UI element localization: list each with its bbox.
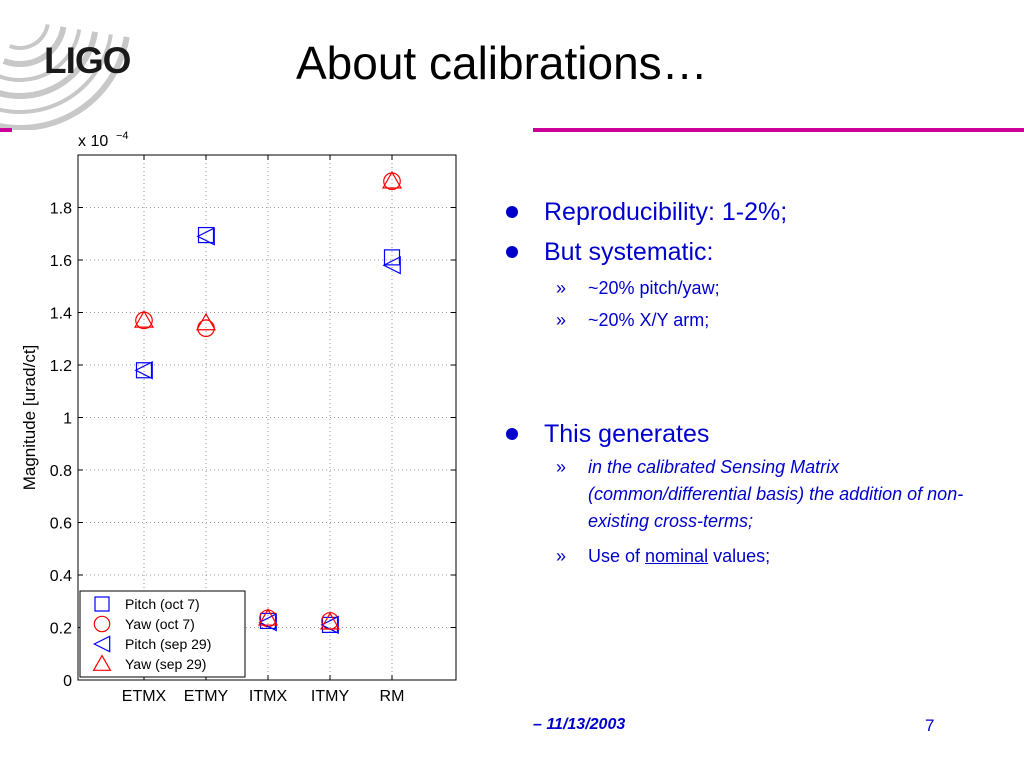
y-tick-label: 0.2 bbox=[50, 621, 72, 638]
y-tick-label: 0 bbox=[63, 673, 72, 690]
x-tick-label: ETMY bbox=[184, 688, 229, 705]
sub-bullet-text-prefix: Use of bbox=[588, 546, 646, 566]
y-tick-label: 1.2 bbox=[50, 358, 72, 375]
data-point bbox=[381, 171, 403, 189]
data-point bbox=[319, 612, 341, 630]
data-point bbox=[197, 319, 215, 338]
sub-bullet-item: » in the calibrated Sensing Matrix (comm… bbox=[556, 454, 968, 535]
title-rule-left bbox=[0, 128, 12, 132]
sub-bullet-text-suffix: values; bbox=[708, 546, 771, 566]
sub-bullet-text: Use of nominal values; bbox=[588, 543, 968, 570]
sub-bullet-item: » Use of nominal values; bbox=[556, 543, 968, 570]
calibration-chart: 0 0.2 0.4 0.6 0.8 1 1.2 1.4 1.6 1.8 ETMX ETMY ITMX IT… bbox=[20, 130, 457, 705]
title-rule-right bbox=[533, 128, 1024, 132]
ligo-logo: LIGO bbox=[44, 40, 131, 81]
bullet-text: Reproducibility: 1-2%; bbox=[544, 198, 788, 226]
legend-label: Yaw (oct 7) bbox=[125, 616, 195, 632]
sub-bullet-text: in the calibrated Sensing Matrix (common… bbox=[588, 457, 964, 531]
sub-bullet-text: ~20% X/Y arm; bbox=[588, 310, 710, 330]
legend-marker bbox=[93, 615, 111, 633]
bullet-text: But systematic: bbox=[544, 238, 714, 266]
sub-bullet-marker: » bbox=[556, 546, 567, 566]
data-point bbox=[257, 608, 279, 626]
y-tick-label: 1.6 bbox=[50, 253, 72, 270]
logo-arc bbox=[0, 34, 113, 114]
logo-arc bbox=[0, 36, 130, 130]
data-point bbox=[195, 312, 217, 331]
sub-bullet-item: » ~20% pitch/yaw; bbox=[556, 275, 968, 302]
data-point bbox=[196, 227, 215, 246]
logo-arcs-icon bbox=[0, 23, 130, 130]
sub-bullet-text: ~20% pitch/yaw; bbox=[588, 278, 720, 298]
nominal-underlined: nominal bbox=[645, 546, 709, 566]
x-tick-label: ETMX bbox=[122, 688, 167, 705]
bullet-dot-icon bbox=[506, 206, 518, 218]
bullet-dot-icon bbox=[506, 428, 518, 440]
bullet-item: But systematic: bbox=[506, 238, 714, 266]
legend-box bbox=[79, 590, 246, 678]
page-number: 7 bbox=[925, 716, 935, 735]
data-point bbox=[197, 226, 215, 244]
x-tick-label: ITMX bbox=[249, 688, 288, 705]
logo-arc bbox=[8, 23, 50, 50]
y-tick-label: 1 bbox=[63, 411, 72, 428]
bullet-dot-icon bbox=[506, 246, 518, 258]
y-tick-label: 0.6 bbox=[50, 516, 72, 533]
legend-label: Pitch (oct 7) bbox=[125, 596, 200, 612]
axis-scale-label: x 10 bbox=[78, 133, 108, 150]
y-tick-label: 1.4 bbox=[50, 306, 72, 323]
axis-scale-exponent: −4 bbox=[116, 130, 129, 142]
sub-bullet-marker: » bbox=[556, 457, 567, 477]
data-point bbox=[258, 613, 277, 632]
bullet-item: Reproducibility: 1-2%; bbox=[506, 198, 787, 226]
y-tick-label: 1.8 bbox=[50, 201, 72, 218]
x-tick-label: ITMY bbox=[311, 688, 350, 705]
logo-arc bbox=[0, 29, 82, 82]
data-point bbox=[383, 249, 401, 266]
legend-label: Pitch (sep 29) bbox=[125, 636, 211, 652]
legend-marker bbox=[92, 635, 111, 653]
data-point bbox=[382, 256, 401, 275]
legend-marker bbox=[92, 654, 112, 671]
y-axis-label: Magnitude [urad/ct] bbox=[20, 345, 39, 491]
sub-bullet-marker: » bbox=[556, 278, 567, 298]
bullet-text: This generates bbox=[544, 420, 710, 448]
footer-date: – 11/13/2003 bbox=[533, 716, 626, 733]
legend-marker bbox=[94, 596, 110, 612]
data-point bbox=[134, 361, 153, 380]
data-point bbox=[133, 310, 155, 328]
legend-label: Yaw (sep 29) bbox=[125, 656, 206, 672]
x-tick-label: RM bbox=[380, 688, 405, 705]
logo-arc bbox=[2, 26, 67, 67]
sub-bullet-marker: » bbox=[556, 310, 567, 330]
y-tick-label: 0.4 bbox=[50, 568, 72, 585]
y-tick-label: 0.8 bbox=[50, 463, 72, 480]
sub-bullet-item: » ~20% X/Y arm; bbox=[556, 307, 968, 334]
logo-arc bbox=[0, 31, 99, 99]
slide-title: About calibrations… bbox=[296, 37, 708, 89]
bullet-item: This generates bbox=[506, 420, 709, 448]
